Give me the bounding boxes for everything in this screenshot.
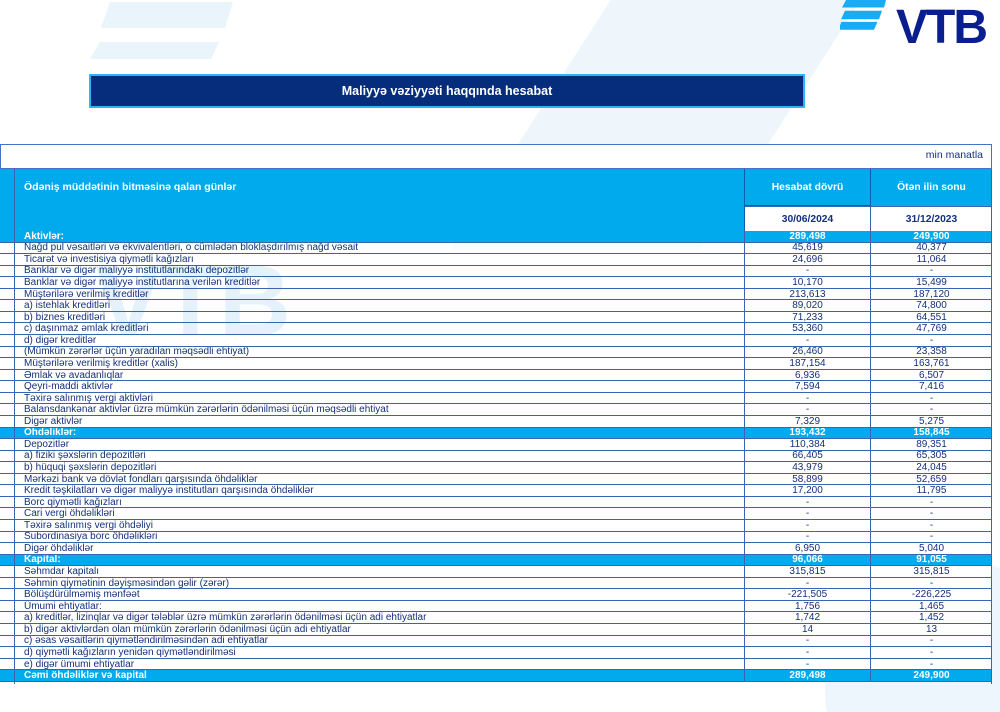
- svg-text:VTB: VTB: [896, 1, 986, 54]
